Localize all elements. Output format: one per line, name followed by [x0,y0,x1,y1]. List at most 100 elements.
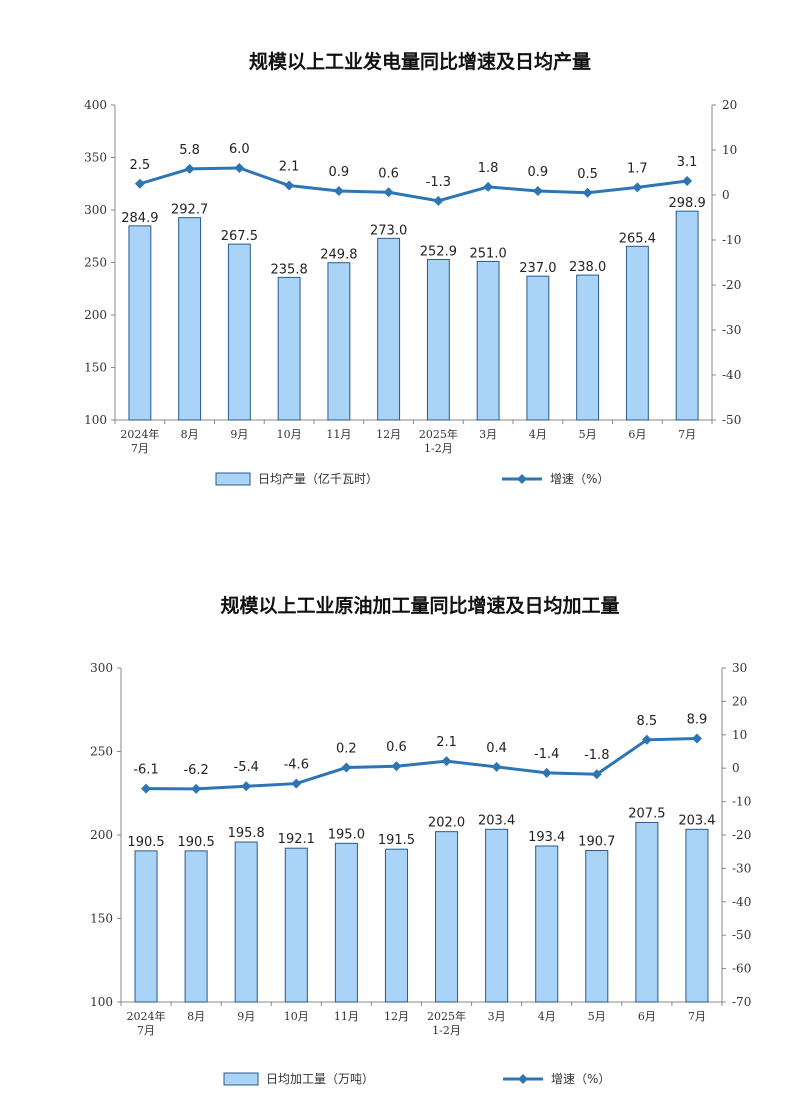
right-tick-label: -40 [732,895,751,909]
category-label: 2025年 [427,1009,466,1023]
category-label: 2025年 [419,427,458,441]
bar [535,845,559,1003]
category-label: 1-2月 [424,442,453,455]
bar-value-label: 238.0 [569,260,606,275]
right-tick-label: 20 [722,98,737,112]
line-point [582,187,593,198]
line-point [284,180,295,191]
right-tick-label: -50 [732,928,751,942]
category-label: 2024年 [127,1009,166,1023]
bar [485,828,509,1003]
category-label: 3月 [479,428,497,441]
category-label: 9月 [237,1010,255,1023]
bar-value-label: 192.1 [278,832,315,847]
legend-bar-swatch [223,1072,259,1086]
crude-oil-chart-svg: 规模以上工业原油加工量同比增速及日均加工量 100150200250300-70… [90,594,751,1086]
category-label: 1-2月 [432,1024,461,1037]
line-point [234,163,245,173]
bar [476,260,500,421]
line-point [383,187,394,198]
line-point [141,783,152,794]
category-label: 10月 [277,428,302,441]
left-tick-label: 150 [90,912,113,926]
category-label: 10月 [284,1010,309,1023]
chart-title: 规模以上工业发电量同比增速及日均产量 [249,50,591,73]
legend-bar-label: 日均产量（亿千瓦时） [258,471,378,486]
category-label: 6月 [628,428,646,441]
growth-line [146,736,697,791]
bar-value-label: 251.0 [470,246,507,261]
legend-line-marker [518,1074,528,1084]
electricity-chart: 规模以上工业发电量同比增速及日均产量 100 150 200 250 300 350 400… [0,0,800,530]
line-point [541,767,552,778]
bar-value-label: 195.8 [228,826,265,841]
right-tick-label: 10 [722,143,737,157]
bar [426,258,450,421]
bar-value-label: 207.5 [628,806,665,821]
bar [178,217,202,421]
line-value-label: -6.1 [133,763,158,778]
bar [685,828,709,1003]
line-value-label: 1.8 [478,161,499,176]
bar [284,847,308,1003]
bar-value-label: 237.0 [519,261,556,276]
category-label: 7月 [678,428,696,441]
category-label: 7月 [688,1010,706,1023]
line-point [491,761,502,772]
line-point [483,181,494,192]
category-label: 2024年 [120,427,159,441]
bar-value-label: 195.0 [328,827,365,842]
left-tick-label: 200 [84,308,107,322]
category-label: 8月 [181,428,199,441]
bar [128,225,152,421]
right-tick-label: -70 [732,995,751,1009]
line-point [191,783,202,794]
line-value-label: -6.2 [183,763,208,778]
line-value-label: 8.9 [687,712,708,727]
bar-value-label: 235.8 [271,262,308,277]
line-value-label: -1.3 [426,175,451,190]
bar-value-label: 190.7 [578,835,615,850]
bar [327,262,351,421]
bar [625,245,649,421]
category-label: 5月 [579,428,597,441]
bar-value-label: 298.9 [669,196,706,211]
category-label: 12月 [376,428,401,441]
line-point [591,769,602,780]
line-point [391,761,402,772]
bar-value-label: 203.4 [478,813,515,828]
legend-line-marker [517,474,527,484]
line-value-label: -1.8 [584,748,609,763]
right-tick-label: -50 [722,413,741,427]
right-tick-label: -30 [722,323,741,337]
right-tick-label: 30 [732,661,747,675]
line-point [632,182,643,193]
left-tick-label: 300 [84,203,107,217]
legend-bar-swatch [215,472,251,486]
category-label: 11月 [334,1010,359,1023]
chart-title: 规模以上工业原油加工量同比增速及日均加工量 [220,594,619,617]
line-value-label: 0.6 [386,740,407,755]
left-tick-label: 100 [84,413,107,427]
line-point [441,756,452,767]
category-label: 4月 [538,1010,556,1023]
left-tick-label: 300 [90,661,113,675]
left-tick-label: 150 [84,361,107,375]
line-value-label: 8.5 [637,714,658,729]
line-value-label: -5.4 [234,760,259,775]
line-point [333,185,344,196]
line-value-label: 0.4 [486,741,507,756]
bar [435,831,459,1003]
left-tick-label: 200 [90,828,113,842]
bar [377,237,401,421]
bar-value-label: 265.4 [619,231,656,246]
left-tick-label: 400 [84,98,107,112]
line-value-label: 2.1 [279,160,300,175]
line-point [682,176,693,187]
bar-value-label: 202.0 [428,816,465,831]
line-point [184,163,195,174]
category-label: 7月 [131,442,149,455]
right-tick-label: 20 [732,694,747,708]
legend-line-label: 增速（%） [551,1072,610,1086]
line-point [641,734,652,745]
